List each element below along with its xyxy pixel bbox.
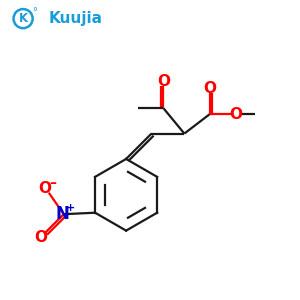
Text: –: – (49, 176, 56, 190)
Text: +: + (66, 202, 75, 213)
Text: Kuujia: Kuujia (48, 11, 102, 26)
Text: K: K (19, 12, 28, 25)
Text: O: O (203, 81, 216, 96)
Text: O: O (34, 230, 47, 245)
Text: O: O (229, 107, 242, 122)
Text: O: O (39, 181, 52, 196)
Text: N: N (55, 205, 69, 223)
Text: O: O (157, 74, 170, 89)
Text: °: ° (32, 7, 37, 17)
